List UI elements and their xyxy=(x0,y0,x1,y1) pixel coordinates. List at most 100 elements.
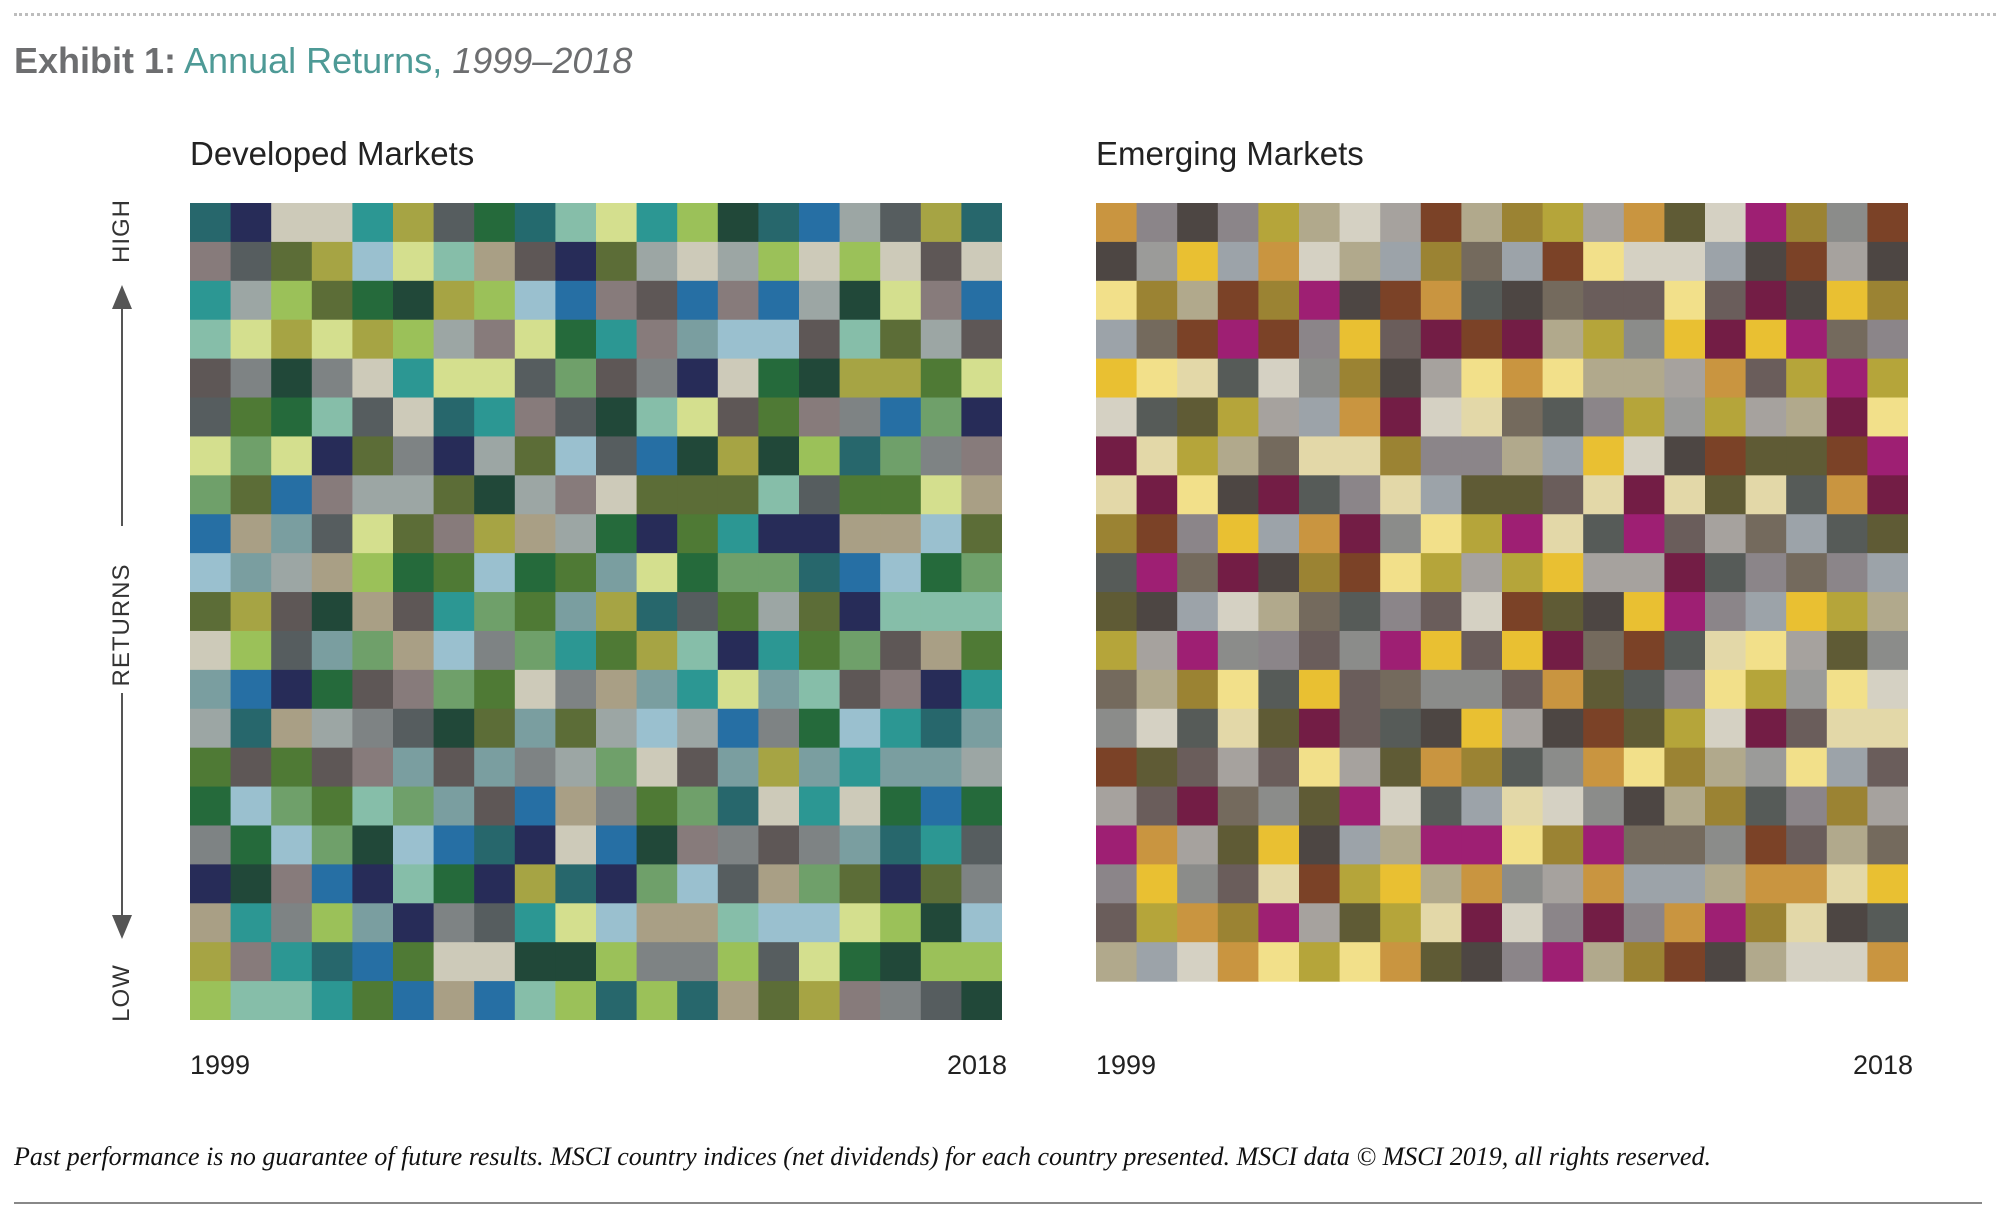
heatmap-cell xyxy=(717,708,759,749)
heatmap-cell xyxy=(311,592,353,632)
heatmap-cell xyxy=(393,630,435,671)
heatmap-cell xyxy=(839,825,881,865)
heatmap-cell xyxy=(433,475,475,515)
heatmap-cell xyxy=(352,942,394,982)
heatmap-cell xyxy=(1786,669,1828,710)
heatmap-cell xyxy=(880,708,922,749)
heatmap-cell xyxy=(961,280,1002,321)
heatmap-cell xyxy=(1461,280,1503,321)
heatmap-cell xyxy=(393,669,435,710)
heatmap-cell xyxy=(1380,553,1422,593)
heatmap-cell xyxy=(961,942,1002,982)
heatmap-cell xyxy=(190,708,232,749)
heatmap-cell xyxy=(1258,592,1300,632)
heatmap-cell xyxy=(1664,475,1706,515)
heatmap-cell xyxy=(433,708,475,749)
heatmap-cell xyxy=(230,592,272,632)
heatmap-cell xyxy=(1826,203,1868,243)
heatmap-cell xyxy=(1096,203,1138,243)
heatmap-cell xyxy=(514,669,556,710)
heatmap-cell xyxy=(636,358,678,399)
heatmap-cell xyxy=(1258,514,1300,554)
heatmap-cell xyxy=(514,786,556,827)
heatmap-cell xyxy=(352,630,394,671)
heatmap-cell xyxy=(514,397,556,438)
heatmap-cell xyxy=(1705,436,1747,476)
heatmap-cell xyxy=(880,825,922,865)
heatmap-cell xyxy=(1461,864,1503,904)
heatmap-cell xyxy=(596,825,638,865)
heatmap-cell xyxy=(1380,592,1422,632)
heatmap-cell xyxy=(1299,786,1341,827)
heatmap-cell xyxy=(555,514,597,554)
heatmap-cell xyxy=(1258,319,1300,360)
heatmap-cell xyxy=(433,825,475,865)
heatmap-cell xyxy=(1339,203,1381,243)
heatmap-cell xyxy=(839,981,881,1020)
heatmap-cell xyxy=(1461,475,1503,515)
heatmap-cell xyxy=(636,942,678,982)
heatmap-cell xyxy=(1502,203,1544,243)
heatmap-cell xyxy=(1745,669,1787,710)
heatmap-cell xyxy=(717,630,759,671)
heatmap-cell xyxy=(1299,203,1341,243)
heatmap-cell xyxy=(1136,747,1178,788)
heatmap-cell xyxy=(799,553,841,593)
heatmap-cell xyxy=(271,747,313,788)
heatmap-cell xyxy=(1583,319,1625,360)
heatmap-cell xyxy=(1299,825,1341,865)
heatmap-cell xyxy=(352,319,394,360)
heatmap-cell xyxy=(1542,747,1584,788)
heatmap-cell xyxy=(1867,786,1908,827)
heatmap-cell xyxy=(1786,397,1828,438)
axis-line-top xyxy=(121,303,123,526)
heatmap-cell xyxy=(596,942,638,982)
heatmap-cell xyxy=(636,553,678,593)
heatmap-cell xyxy=(1177,630,1219,671)
heatmap-cell xyxy=(839,592,881,632)
heatmap-cell xyxy=(1299,514,1341,554)
heatmap-cell xyxy=(1745,708,1787,749)
heatmap-cell xyxy=(514,747,556,788)
heatmap-cell xyxy=(555,786,597,827)
heatmap-cell xyxy=(1786,786,1828,827)
heatmap-cell xyxy=(190,436,232,476)
heatmap-cell xyxy=(1542,514,1584,554)
heatmap-cell xyxy=(1177,747,1219,788)
heatmap-cell xyxy=(1502,514,1544,554)
heatmap-cell xyxy=(514,280,556,321)
heatmap-cell xyxy=(1623,903,1665,943)
heatmap-cell xyxy=(677,669,719,710)
heatmap-cell xyxy=(190,786,232,827)
heatmap-cell xyxy=(1826,903,1868,943)
heatmap-cell xyxy=(1867,864,1908,904)
heatmap-cell xyxy=(514,203,556,243)
heatmap-cell xyxy=(1258,397,1300,438)
heatmap-cell xyxy=(1461,825,1503,865)
heatmap-cell xyxy=(839,942,881,982)
heatmap-cell xyxy=(1136,319,1178,360)
heatmap-cell xyxy=(230,397,272,438)
heatmap-cell xyxy=(1177,436,1219,476)
heatmap-cell xyxy=(1136,592,1178,632)
bottom-rule xyxy=(14,1202,1982,1204)
heatmap-cell xyxy=(1826,514,1868,554)
heatmap-cell xyxy=(961,514,1002,554)
heatmap-cell xyxy=(636,825,678,865)
heatmap-cell xyxy=(677,825,719,865)
heatmap-cell xyxy=(474,747,516,788)
heatmap-cell xyxy=(636,747,678,788)
heatmap-cell xyxy=(433,514,475,554)
heatmap-cell xyxy=(1258,825,1300,865)
heatmap-cell xyxy=(1745,825,1787,865)
heatmap-cell xyxy=(1096,475,1138,515)
heatmap-cell xyxy=(1177,942,1219,982)
heatmap-cell xyxy=(1136,903,1178,943)
heatmap-cell xyxy=(1380,942,1422,982)
heatmap-cell xyxy=(880,747,922,788)
heatmap-cell xyxy=(1786,514,1828,554)
heatmap-cell xyxy=(433,864,475,904)
heatmap-cell xyxy=(352,436,394,476)
heatmap-cell xyxy=(1299,747,1341,788)
heatmap-cell xyxy=(1786,358,1828,399)
